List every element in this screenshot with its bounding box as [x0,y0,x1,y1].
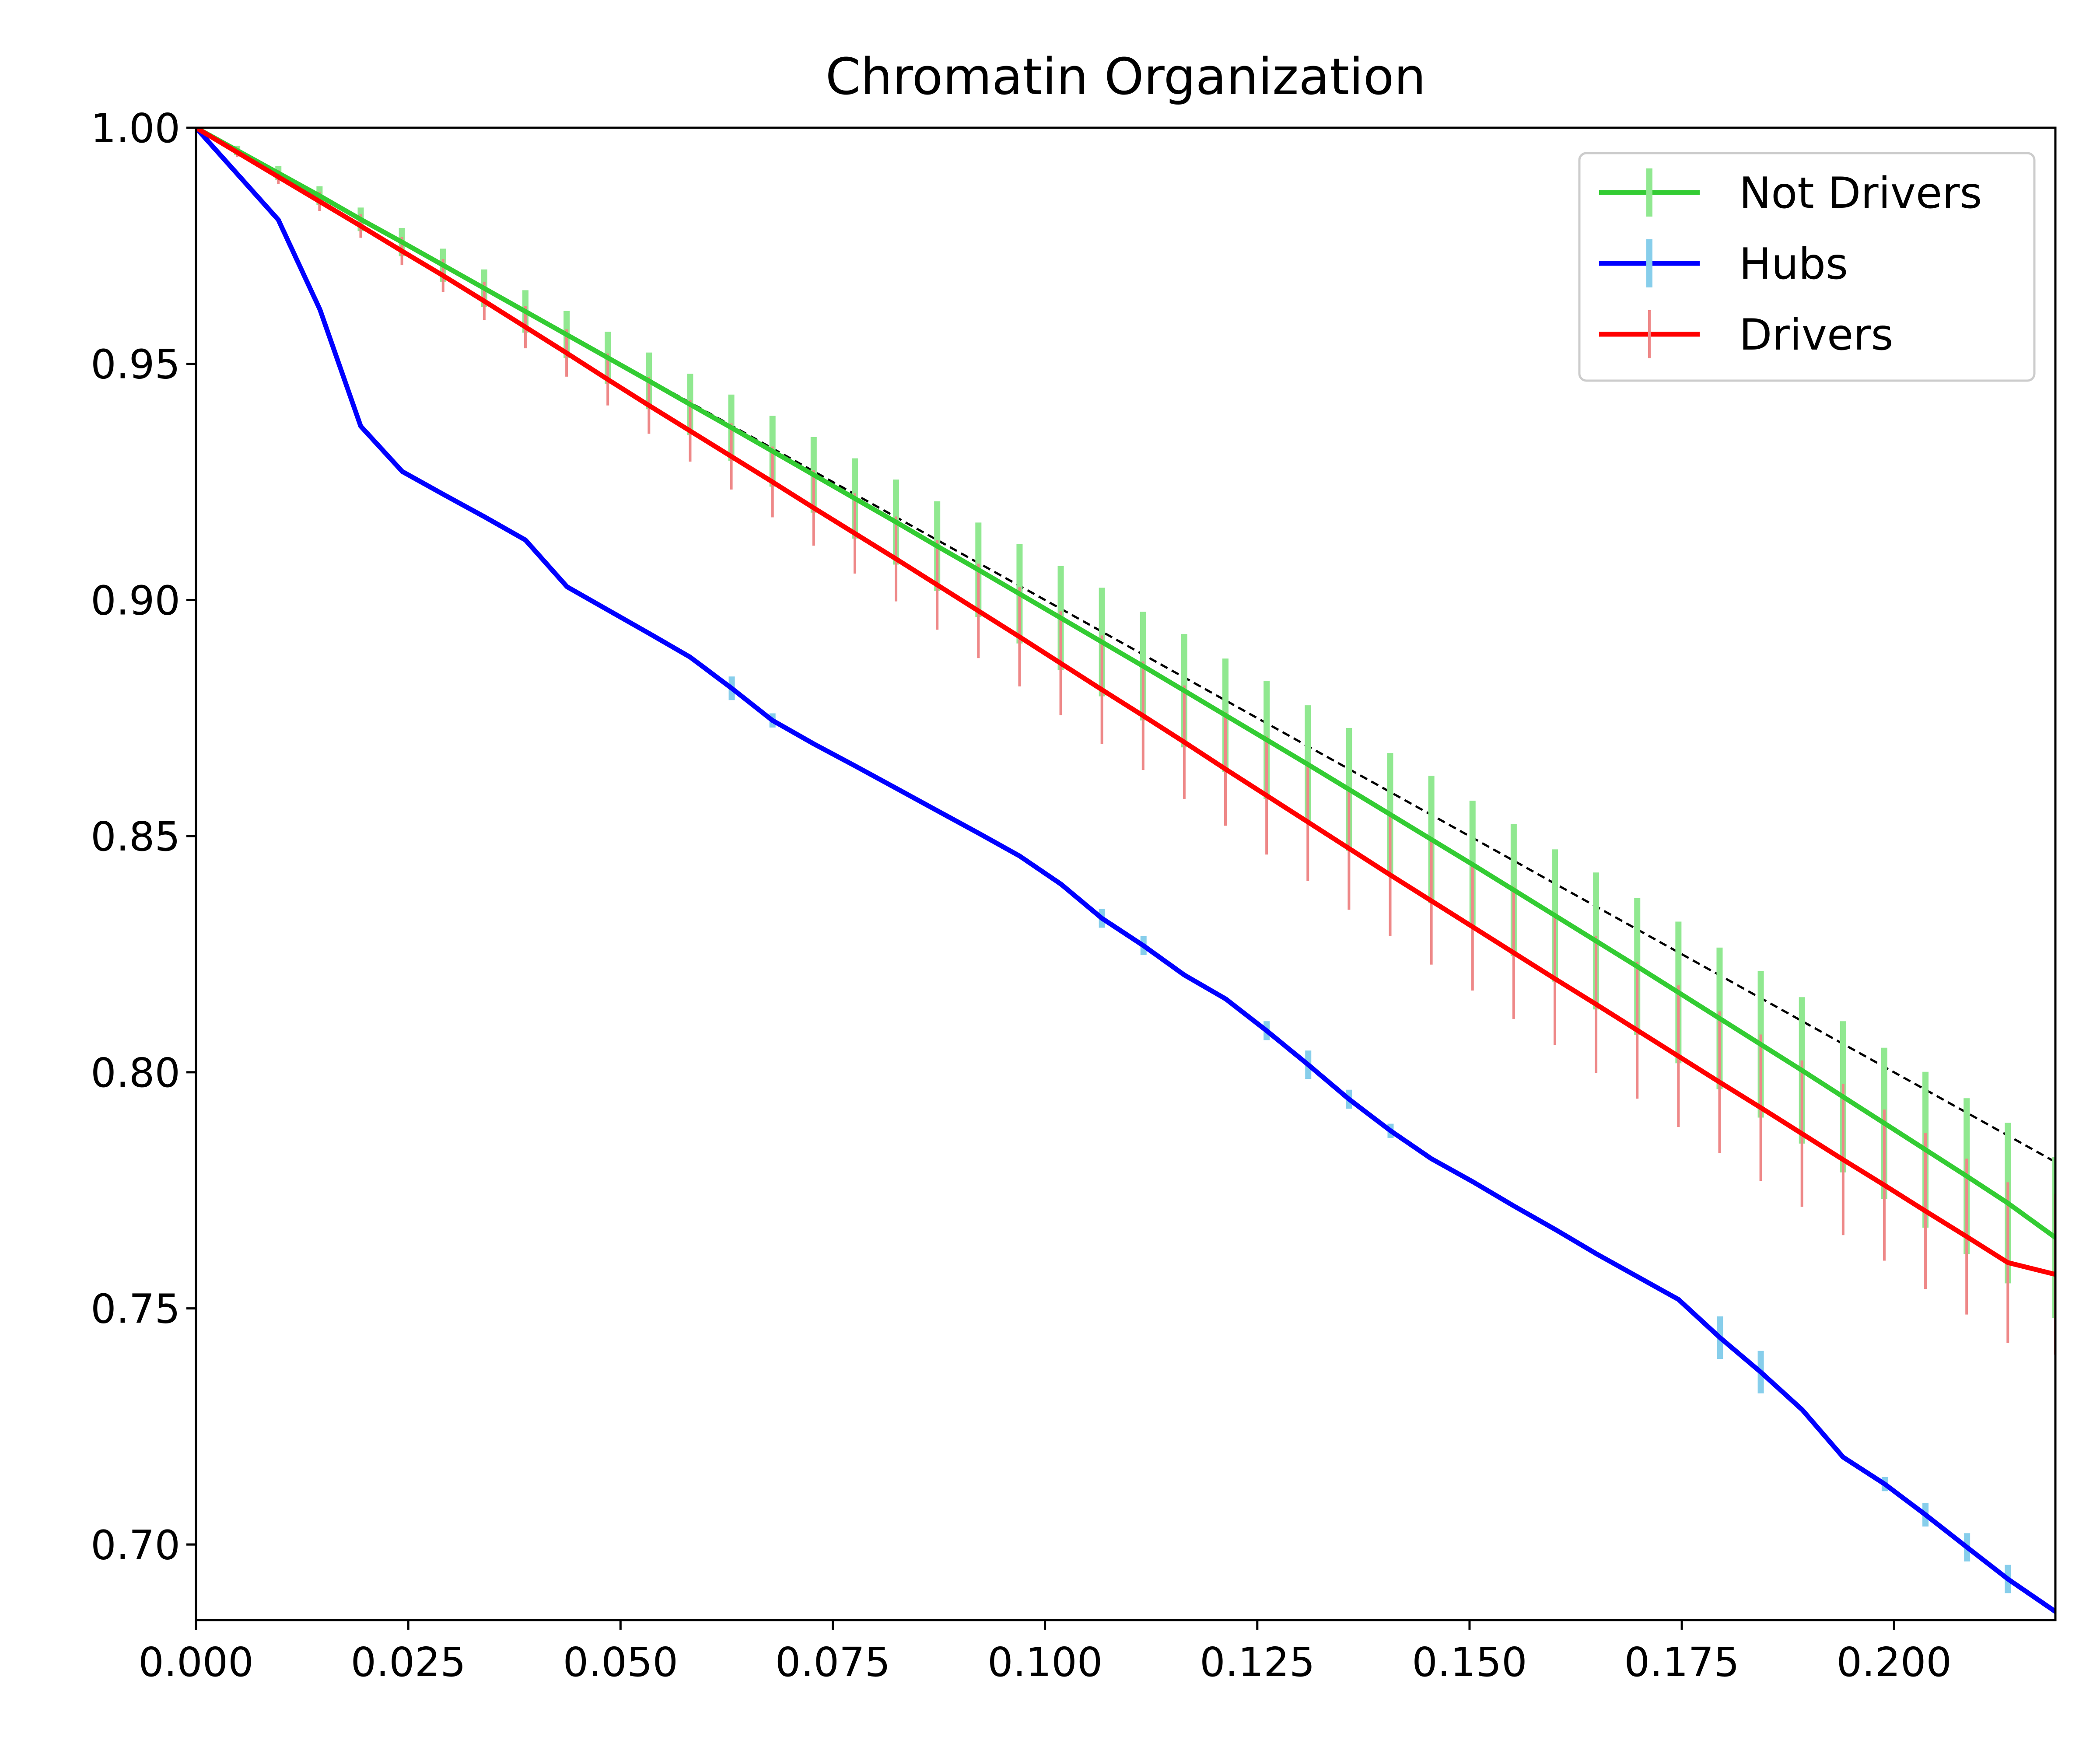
x-tick-label: 0.075 [775,1639,890,1686]
x-tick-label: 0.050 [563,1639,678,1686]
drivers-line [196,128,2055,1277]
y-tick-label: 0.95 [91,341,180,388]
x-tick-label: 0.100 [987,1639,1102,1686]
x-tick-label: 0.200 [1837,1639,1952,1686]
y-tick-label: 0.75 [91,1286,180,1333]
hubs-line [196,128,2055,1615]
x-tick-label: 0.000 [138,1639,253,1686]
y-tick-label: 0.85 [91,813,180,860]
x-tick-label: 0.175 [1624,1639,1739,1686]
plot-frame [195,126,2057,1621]
not-drivers-line [196,128,2055,1241]
y-tick-label: 1.00 [91,105,180,152]
legend-drivers-label: Drivers [1739,310,1894,360]
legend-box [1578,152,2036,382]
axes: 0.000 0.025 0.050 0.075 0.100 0.125 0.150 0.175… [91,105,2057,1686]
chart-title: Chromatin Organization [826,48,1426,106]
y-tick-label: 0.90 [91,577,180,624]
legend-not-drivers-label: Not Drivers [1739,168,1982,218]
y-tick-label: 0.70 [91,1522,180,1568]
x-tick-label: 0.125 [1200,1639,1315,1686]
x-tick-label: 0.025 [350,1639,466,1686]
y-tick-label: 0.80 [91,1050,180,1096]
x-tick-label: 0.150 [1412,1639,1527,1686]
plot-inner [196,128,2055,1615]
legend-hubs-label: Hubs [1739,239,1848,289]
plot-area [196,128,2055,1615]
legend: Not Drivers Hubs Drivers [1578,152,2036,382]
